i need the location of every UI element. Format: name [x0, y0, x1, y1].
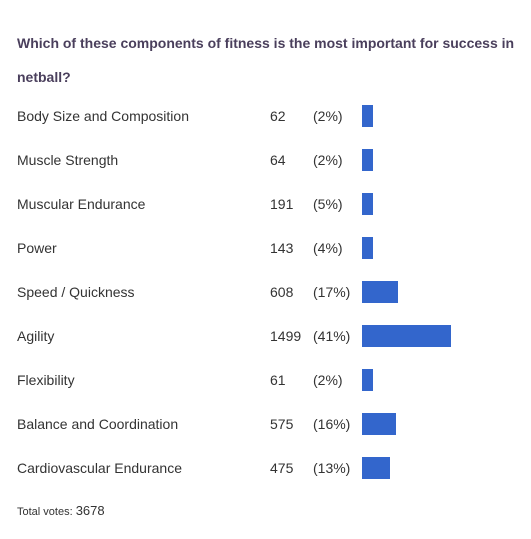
vote-bar — [362, 149, 373, 171]
option-label: Agility — [17, 328, 55, 344]
poll-row: Balance and Coordination 575 (16%) — [0, 402, 531, 446]
option-label: Power — [17, 240, 57, 256]
vote-percent: (41%) — [313, 328, 351, 344]
total-votes-value: 3678 — [75, 503, 105, 518]
vote-count: 61 — [270, 372, 286, 388]
poll-row: Muscular Endurance 191 (5%) — [0, 182, 531, 226]
poll-row: Flexibility 61 (2%) — [0, 358, 531, 402]
poll-rows: Body Size and Composition 62 (2%) Muscle St… — [0, 94, 531, 490]
vote-bar — [362, 281, 398, 303]
poll-row: Speed / Quickness 608 (17%) — [0, 270, 531, 314]
poll-row: Muscle Strength 64 (2%) — [0, 138, 531, 182]
vote-count: 575 — [270, 416, 294, 432]
vote-percent: (13%) — [313, 460, 351, 476]
poll-question: Which of these components of fitness is … — [17, 35, 515, 85]
poll-row: Cardiovascular Endurance 475 (13%) — [0, 446, 531, 490]
total-votes-label: Total votes: — [17, 506, 73, 518]
total-votes: Total votes: 3678 — [17, 503, 105, 518]
vote-percent: (4%) — [313, 240, 343, 256]
poll-row: Body Size and Composition 62 (2%) — [0, 94, 531, 138]
vote-count: 64 — [270, 152, 286, 168]
vote-count: 608 — [270, 284, 294, 300]
option-label: Flexibility — [17, 372, 75, 388]
vote-count: 1499 — [270, 328, 302, 344]
vote-bar — [362, 193, 373, 215]
option-label: Balance and Coordination — [17, 416, 179, 432]
option-label: Speed / Quickness — [17, 284, 135, 300]
vote-percent: (2%) — [313, 152, 343, 168]
poll-row: Agility 1499 (41%) — [0, 314, 531, 358]
option-label: Muscular Endurance — [17, 196, 146, 212]
vote-bar — [362, 457, 390, 479]
option-label: Body Size and Composition — [17, 108, 189, 124]
vote-percent: (17%) — [313, 284, 351, 300]
option-label: Cardiovascular Endurance — [17, 460, 182, 476]
vote-bar — [362, 105, 373, 127]
vote-bar — [362, 237, 373, 259]
vote-bar — [362, 369, 373, 391]
vote-percent: (16%) — [313, 416, 351, 432]
vote-bar — [362, 325, 451, 347]
vote-bar — [362, 413, 396, 435]
vote-count: 475 — [270, 460, 294, 476]
vote-percent: (2%) — [313, 108, 343, 124]
vote-count: 191 — [270, 196, 294, 212]
vote-count: 143 — [270, 240, 294, 256]
vote-count: 62 — [270, 108, 286, 124]
option-label: Muscle Strength — [17, 152, 119, 168]
poll-row: Power 143 (4%) — [0, 226, 531, 270]
vote-percent: (2%) — [313, 372, 343, 388]
vote-percent: (5%) — [313, 196, 343, 212]
